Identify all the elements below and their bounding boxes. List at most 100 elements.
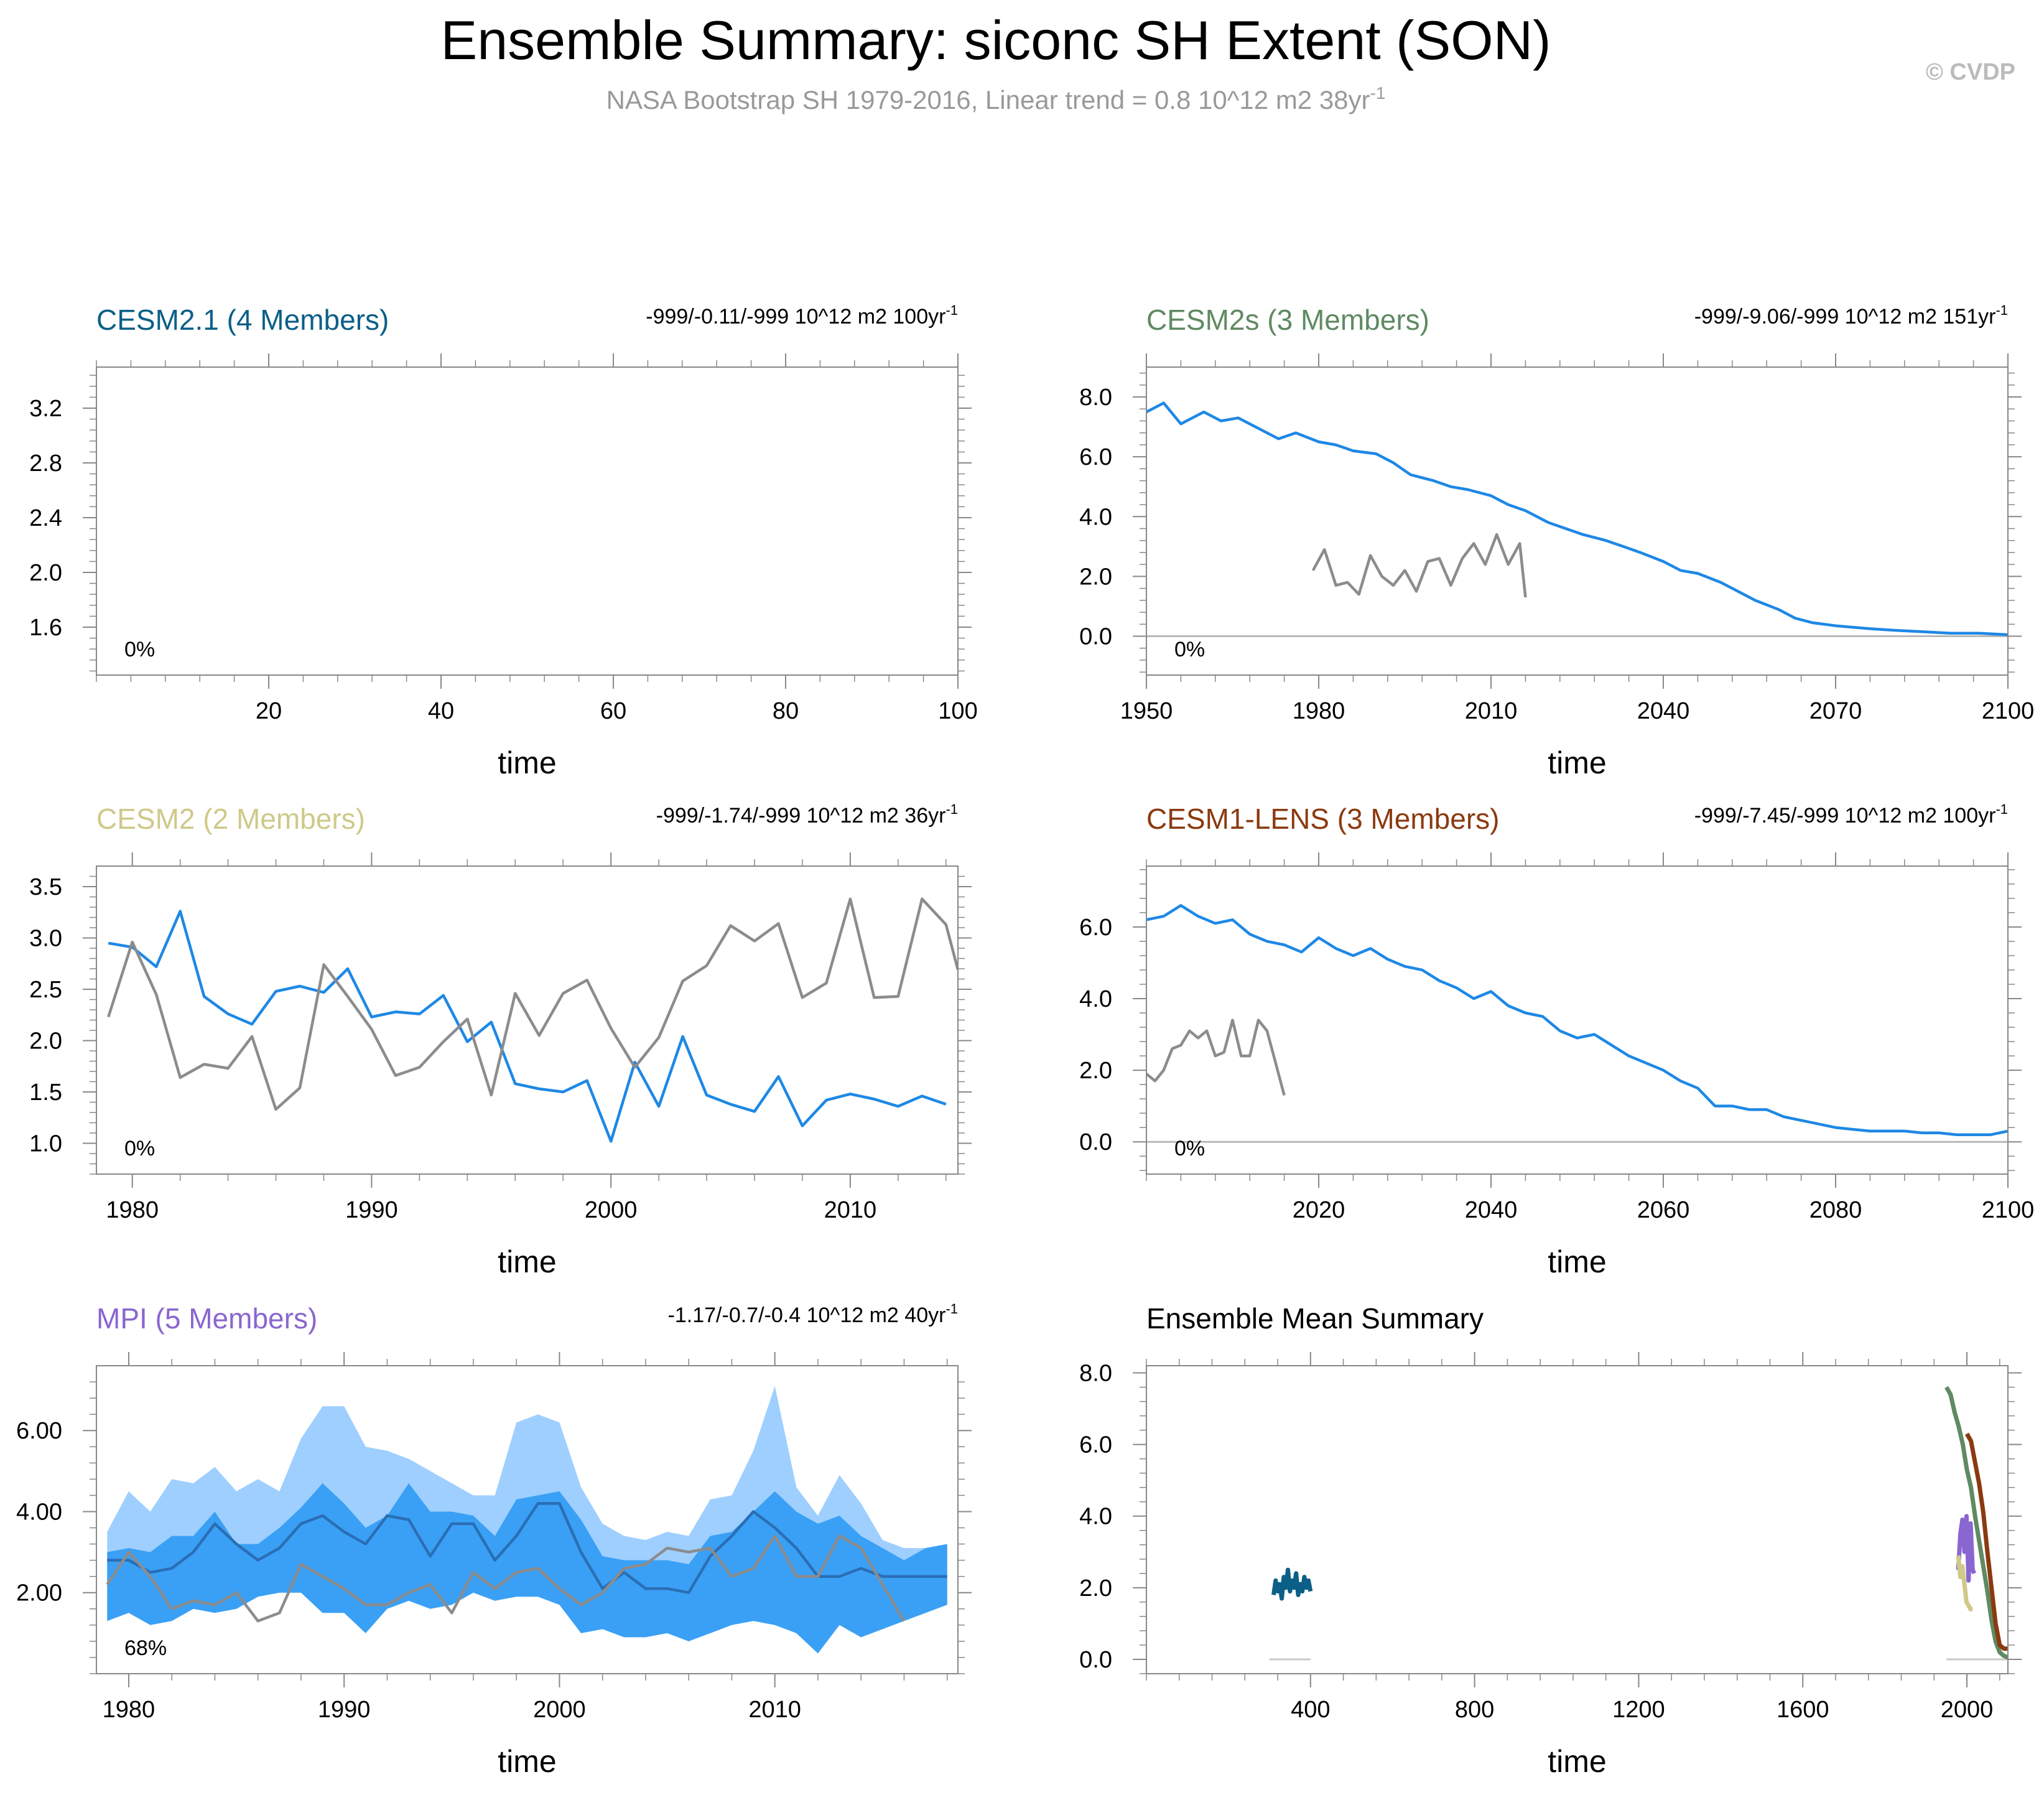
y-tick-label: 2.0: [1079, 564, 1112, 590]
x-tick-label: 1200: [1612, 1697, 1665, 1723]
y-tick-label: 4.0: [1079, 504, 1112, 530]
series-line-2: [107, 897, 958, 1111]
y-tick-label: 4.0: [1079, 1504, 1112, 1530]
y-tick-label: 0.0: [1079, 1647, 1112, 1673]
plot-frame: [1146, 1365, 2009, 1674]
series-line-2: [106, 1534, 906, 1623]
y-tick-label: 6.00: [16, 1418, 62, 1444]
panel-title: CESM2s (3 Members): [1146, 304, 1429, 336]
plot-frame: [1146, 366, 2009, 676]
plot-area: [106, 1386, 947, 1654]
series-line-1: [1146, 904, 2008, 1136]
figure-subtitle-text: NASA Bootstrap SH 1979-2016, Linear tren…: [606, 85, 1370, 114]
series-line-2: [1944, 1386, 2008, 1660]
y-tick-label: 2.0: [29, 560, 62, 586]
percent-label: 0%: [124, 1137, 155, 1160]
x-tick-label: 1600: [1777, 1697, 1829, 1723]
trend-sup: -1: [945, 302, 958, 318]
x-tick-label: 2100: [1982, 698, 2035, 724]
x-axis-label: time: [1548, 1244, 1606, 1279]
x-tick-label: 100: [938, 698, 977, 724]
trend-label: -999/-1.74/-999 10^12 m2 36yr-1: [656, 801, 958, 828]
series-line-5: [1956, 1555, 1973, 1611]
x-tick-label: 1990: [318, 1697, 371, 1723]
x-tick-label: 1980: [1293, 698, 1345, 724]
y-tick-label: 2.0: [1079, 1575, 1112, 1602]
y-tick-label: 8.0: [1079, 385, 1112, 411]
series-line-2: [1311, 533, 1527, 598]
x-tick-label: 1980: [106, 1197, 159, 1223]
y-tick-label: 1.6: [29, 615, 62, 641]
x-tick-label: 2010: [1465, 698, 1518, 724]
y-tick-label: 6.0: [1079, 915, 1112, 941]
y-tick-label: 2.0: [29, 1028, 62, 1055]
panel-title: MPI (5 Members): [96, 1302, 317, 1335]
trend-label: -999/-9.06/-999 10^12 m2 151yr-1: [1694, 302, 2008, 329]
x-tick-label: 2080: [1809, 1197, 1862, 1223]
x-tick-label: 2000: [1941, 1697, 1994, 1723]
percent-label: 68%: [124, 1636, 167, 1660]
plot-area: [1269, 1386, 2008, 1661]
y-tick-label: 6.0: [1079, 1432, 1112, 1458]
x-axis-label: time: [498, 1744, 556, 1779]
trend-sup: -1: [945, 1301, 958, 1317]
x-axis-label: time: [498, 1244, 556, 1279]
trend-label: -1.17/-0.7/-0.4 10^12 m2 40yr-1: [668, 1301, 958, 1327]
panel-title: CESM2 (2 Members): [96, 803, 365, 835]
panel-title: Ensemble Mean Summary: [1146, 1302, 1484, 1335]
y-tick-label: 1.0: [29, 1131, 62, 1157]
panel-1: 20 40 60 80 100 1.6 2.0 2.4 2.8 3.2 CESM2.1 (4 Mem…: [29, 302, 978, 780]
y-tick-label: 8.0: [1079, 1361, 1112, 1387]
trend-text: -999/-0.11/-999 10^12 m2 100yr: [646, 305, 945, 329]
plot-frame: [96, 1365, 959, 1674]
x-tick-label: 1980: [103, 1697, 156, 1723]
x-tick-label: 2060: [1637, 1197, 1690, 1223]
trend-sup: -1: [1995, 302, 2008, 318]
x-tick-label: 2100: [1982, 1197, 2035, 1223]
plot-area: [107, 897, 958, 1143]
series-line-1: [107, 1502, 947, 1594]
series-line-4: [1956, 1514, 1977, 1583]
x-axis-label: time: [1548, 745, 1606, 780]
figure-subtitle: NASA Bootstrap SH 1979-2016, Linear tren…: [606, 83, 1386, 114]
trend-sup: -1: [1995, 801, 2008, 817]
x-tick-label: 2000: [585, 1197, 638, 1223]
plot-area: [1146, 401, 2008, 638]
y-tick-label: 3.0: [29, 926, 62, 952]
x-tick-label: 40: [428, 698, 454, 724]
panel-6: 400 800 1200 1600 2000 0.0 2.0 4.0 6.0 8.0 Ensembl…: [1079, 1302, 2022, 1779]
spread-band-2: [107, 1483, 947, 1654]
trend-text: -999/-9.06/-999 10^12 m2 151yr: [1694, 305, 1996, 329]
x-tick-label: 2010: [824, 1197, 877, 1223]
x-tick-label: 2010: [748, 1697, 801, 1723]
series-line-1: [1271, 1567, 1313, 1601]
percent-label: 0%: [124, 638, 155, 661]
y-tick-label: 2.4: [29, 505, 62, 531]
x-tick-label: 80: [773, 698, 799, 724]
series-line-3: [1964, 1432, 2008, 1651]
figure-subtitle-sup: -1: [1370, 83, 1386, 103]
x-tick-label: 1990: [345, 1197, 398, 1223]
x-tick-label: 400: [1291, 1697, 1330, 1723]
y-tick-label: 0.0: [1079, 624, 1112, 650]
panel-2: 1950 1980 2010 2040 2070 2100 0.0 2.0 4.0 6.0 8.0 C…: [1079, 302, 2034, 780]
x-axis-label: time: [1548, 1744, 1606, 1779]
y-tick-label: 2.0: [1079, 1058, 1112, 1084]
panel-title: CESM1-LENS (3 Members): [1146, 803, 1499, 835]
trend-text: -1.17/-0.7/-0.4 10^12 m2 40yr: [668, 1303, 946, 1327]
x-tick-label: 2000: [533, 1697, 586, 1723]
panel-3: 1980 1990 2000 2010 1.0 1.5 2.0 2.5 3.0 3.5 CESM2 …: [29, 801, 972, 1279]
copyright-label: © CVDP: [1926, 59, 2015, 85]
trend-label: -999/-7.45/-999 10^12 m2 100yr-1: [1694, 801, 2008, 828]
y-tick-label: 2.8: [29, 450, 62, 477]
trend-text: -999/-1.74/-999 10^12 m2 36yr: [656, 804, 946, 828]
x-tick-label: 2020: [1293, 1197, 1345, 1223]
y-tick-label: 1.5: [29, 1080, 62, 1106]
y-tick-label: 3.5: [29, 874, 62, 900]
plot-frame: [1146, 865, 2009, 1175]
series-line-1: [1146, 401, 2008, 637]
plot-area: [1146, 904, 2008, 1143]
y-tick-label: 0.0: [1079, 1129, 1112, 1155]
x-tick-label: 20: [256, 698, 282, 724]
panel-title: CESM2.1 (4 Members): [96, 304, 389, 336]
